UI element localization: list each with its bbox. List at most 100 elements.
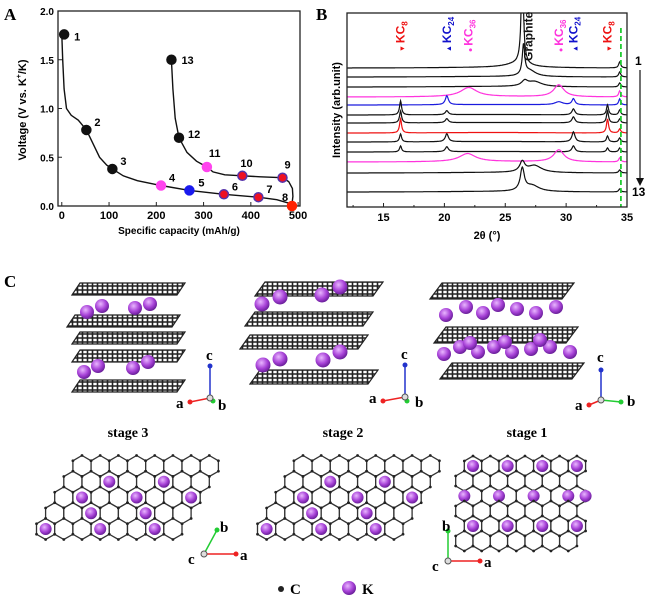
axis-a-arrowhead — [380, 398, 386, 404]
carbon-atom — [126, 532, 129, 536]
carbon-atom — [365, 459, 369, 463]
potassium-atom — [437, 347, 451, 361]
carbon-atom — [189, 454, 193, 457]
carbon-atom — [462, 549, 466, 553]
carbon-atom — [189, 485, 193, 489]
carbon-atom — [480, 489, 484, 493]
carbon-atom — [347, 522, 350, 526]
carbon-atom — [62, 517, 66, 520]
axis-origin — [206, 394, 214, 402]
carbon-atom — [189, 475, 193, 478]
carbon-atom — [454, 514, 458, 518]
carbon-atom — [89, 522, 93, 526]
carbon-atom — [454, 504, 458, 508]
carbon-atom — [506, 514, 510, 518]
carbon-atom — [374, 506, 378, 510]
carbon-atom — [337, 506, 341, 510]
carbon-atom — [480, 519, 484, 523]
carbon-atom — [497, 469, 501, 473]
order-label-last: 13 — [632, 185, 646, 199]
carbon-atom — [153, 517, 157, 520]
point-label: 13 — [181, 55, 193, 67]
axis-a-arrowhead — [477, 558, 483, 564]
carbon-atom — [71, 469, 75, 473]
carbon-atom — [540, 484, 544, 488]
carbon-atom — [107, 532, 111, 536]
carbon-atom — [198, 501, 202, 505]
carbon-atom — [506, 474, 510, 478]
potassium-atom — [543, 340, 557, 354]
stage-label: stage 1 — [507, 426, 548, 441]
graphene-sheet — [243, 311, 375, 327]
carbon-atom — [80, 538, 84, 541]
potassium-atom — [533, 333, 547, 347]
carbon-atom — [488, 484, 492, 488]
point-label: 11 — [209, 148, 221, 160]
carbon-atom — [135, 485, 138, 489]
potassium-atom — [139, 507, 152, 520]
axis-c-arrowhead — [598, 367, 604, 373]
carbon-atom — [584, 519, 587, 523]
x-tick-label: 100 — [100, 210, 118, 222]
potassium-atom — [130, 491, 143, 504]
carbon-atom — [310, 501, 314, 505]
data-point-11 — [201, 161, 213, 173]
carbon-atom — [488, 474, 492, 478]
annotation-text: KC — [552, 28, 566, 46]
data-point-9 — [277, 172, 288, 183]
graphene-sheet — [65, 314, 182, 328]
carbon-atom — [410, 475, 414, 478]
data-point-3 — [107, 163, 118, 175]
carbon-atom — [274, 532, 278, 536]
carbon-atom — [44, 538, 48, 541]
carbon-atom — [575, 544, 579, 548]
annotation-sub: 8 — [401, 21, 410, 26]
axis-b-label: b — [220, 520, 228, 536]
carbon-atom — [301, 506, 305, 510]
xrd-trace-2 — [347, 42, 627, 78]
potassium-atom — [103, 475, 116, 488]
carbon-atom — [216, 459, 220, 463]
carbon-atom — [514, 469, 518, 473]
carbon-atom — [356, 485, 359, 489]
carbon-atom — [256, 522, 259, 526]
carbon-atom — [428, 485, 432, 489]
axis-c-label: c — [188, 552, 195, 568]
carbon-atom — [301, 454, 305, 457]
potassium-atom — [439, 308, 453, 322]
carbon-atom — [480, 459, 484, 463]
potassium-atom — [332, 344, 348, 360]
order-arrow-head — [636, 178, 644, 186]
graphene-sheet — [70, 331, 187, 345]
carbon-atom — [523, 474, 527, 478]
carbon-atom — [80, 517, 84, 520]
carbon-hexagon — [541, 530, 561, 552]
axis-origin — [597, 396, 605, 404]
carbon-atom — [144, 522, 148, 526]
carbon-atom — [532, 529, 536, 533]
axis-a-label: a — [484, 555, 492, 571]
carbon-atom — [337, 454, 341, 457]
carbon-atom — [162, 501, 166, 505]
carbon-atom — [392, 485, 396, 489]
carbon-atom — [506, 484, 510, 488]
carbon-atom — [98, 538, 102, 541]
potassium-atom — [77, 365, 91, 379]
carbon-atom — [401, 459, 405, 463]
carbon-atom — [144, 459, 148, 463]
carbon-atom — [89, 532, 93, 536]
point-label: 8 — [282, 192, 288, 204]
carbon-atom — [401, 532, 405, 536]
potassium-atom — [467, 520, 479, 532]
carbon-atom — [198, 469, 202, 473]
carbon-atom — [419, 490, 423, 494]
xrd-trace-4 — [347, 84, 627, 98]
carbon-atom — [506, 504, 510, 508]
carbon-atom — [283, 517, 287, 520]
carbon-atom — [488, 504, 492, 508]
peak-marker: ● — [468, 48, 475, 52]
carbon-atom — [107, 459, 111, 463]
carbon-atom — [497, 529, 501, 533]
carbon-atom — [98, 475, 102, 478]
